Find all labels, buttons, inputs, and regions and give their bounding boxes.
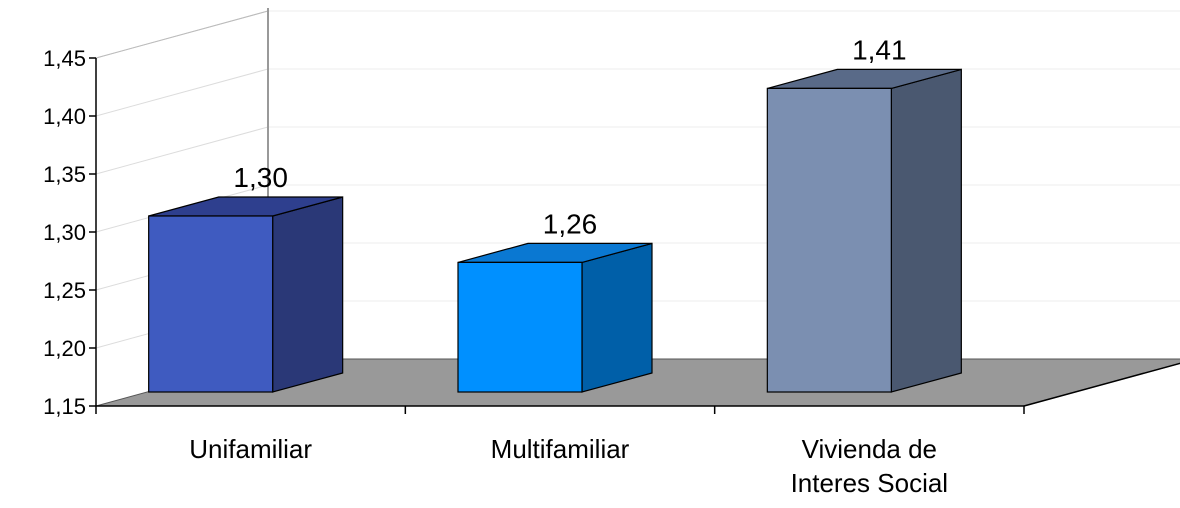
y-tick-label: 1,45 <box>43 46 86 71</box>
data-label: 1,30 <box>233 162 288 193</box>
floor-right-edge <box>1023 362 1180 407</box>
bar-front <box>766 87 892 393</box>
data-label: 1,26 <box>543 208 598 239</box>
bar-front <box>148 215 274 393</box>
bar <box>148 196 344 393</box>
x-axis: Unifamiliar Multifamiliar Vivienda de Inter… <box>95 406 1025 498</box>
bar <box>766 68 962 393</box>
bar-front <box>457 261 583 393</box>
bar-side <box>581 242 653 393</box>
y-tick-label: 1,40 <box>43 104 86 129</box>
bar <box>457 242 653 393</box>
x-category-label: Unifamiliar <box>189 434 312 464</box>
bars <box>148 68 962 393</box>
y-axis: 1,15 1,20 1,25 1,30 1,35 1,40 1,45 <box>43 46 97 419</box>
left-wall-gridline <box>95 68 269 117</box>
bar-side <box>272 196 344 393</box>
y-tick-label: 1,35 <box>43 162 86 187</box>
data-labels: 1,30 1,26 1,41 <box>233 34 906 239</box>
y-tick-label: 1,20 <box>43 336 86 361</box>
y-tick-label: 1,25 <box>43 278 86 303</box>
data-label: 1,41 <box>852 34 907 65</box>
left-wall-top-edge <box>95 10 269 59</box>
left-wall-gridline <box>95 126 269 175</box>
bar-side <box>890 68 962 393</box>
x-category-label: Vivienda de Interes Social <box>791 434 949 498</box>
x-category-label: Multifamiliar <box>491 434 630 464</box>
chart-walls <box>95 8 1180 359</box>
y-tick-label: 1,15 <box>43 394 86 419</box>
y-tick-label: 1,30 <box>43 220 86 245</box>
